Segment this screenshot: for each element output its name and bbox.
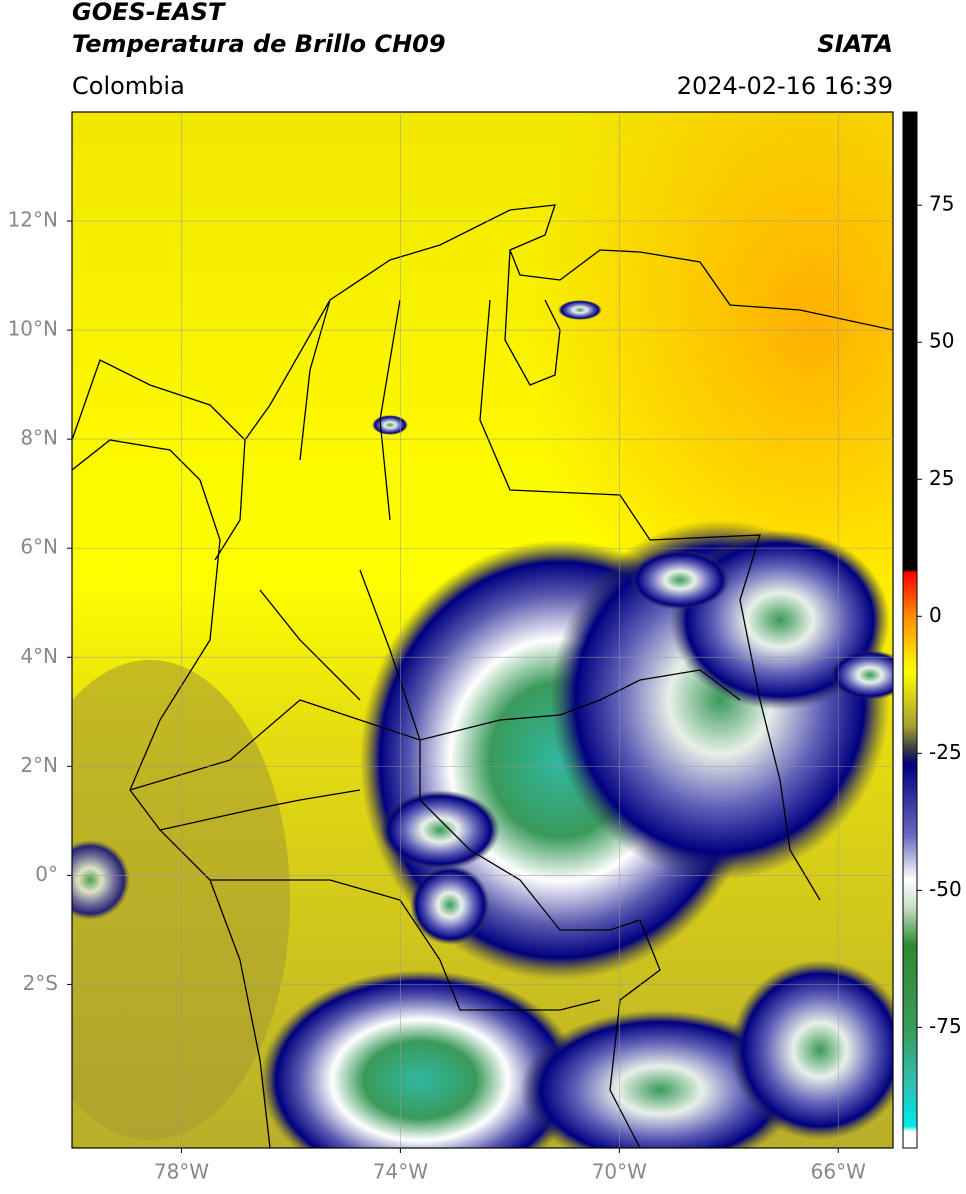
title: GOES-EAST bbox=[72, 0, 226, 26]
satellite-image bbox=[72, 112, 893, 1148]
timestamp: 2024-02-16 16:39 bbox=[677, 72, 893, 100]
y-tick-label: 2°N bbox=[20, 753, 58, 777]
colorbar-tick-label: 50 bbox=[929, 329, 954, 353]
subtitle: Temperatura de Brillo CH09 bbox=[72, 30, 446, 58]
y-tick-label: 6°N bbox=[20, 535, 58, 559]
x-tick-label: 66°W bbox=[811, 1160, 866, 1184]
y-tick-label: 12°N bbox=[8, 208, 58, 232]
y-tick-label: 2°S bbox=[23, 971, 58, 995]
colorbar-tick-label: 0 bbox=[929, 603, 942, 627]
map-frame bbox=[71, 111, 894, 1149]
x-tick-label: 70°W bbox=[592, 1160, 647, 1184]
colorbar-tick-label: 25 bbox=[929, 466, 954, 490]
x-tick-label: 74°W bbox=[373, 1160, 428, 1184]
y-tick-label: 4°N bbox=[20, 644, 58, 668]
region: Colombia bbox=[72, 72, 185, 100]
y-tick-label: 8°N bbox=[20, 426, 58, 450]
y-tick-label: 0° bbox=[35, 862, 58, 886]
x-tick-label: 78°W bbox=[154, 1160, 209, 1184]
colorbar-tick-label: -50 bbox=[929, 877, 962, 901]
colorbar-tick-label: 75 bbox=[929, 192, 954, 216]
y-tick-label: 10°N bbox=[8, 317, 58, 341]
colorbar-tick-label: -75 bbox=[929, 1014, 962, 1038]
colorbar-tick-label: -25 bbox=[929, 740, 962, 764]
agency: SIATA bbox=[817, 30, 893, 58]
colorbar bbox=[902, 111, 918, 1149]
